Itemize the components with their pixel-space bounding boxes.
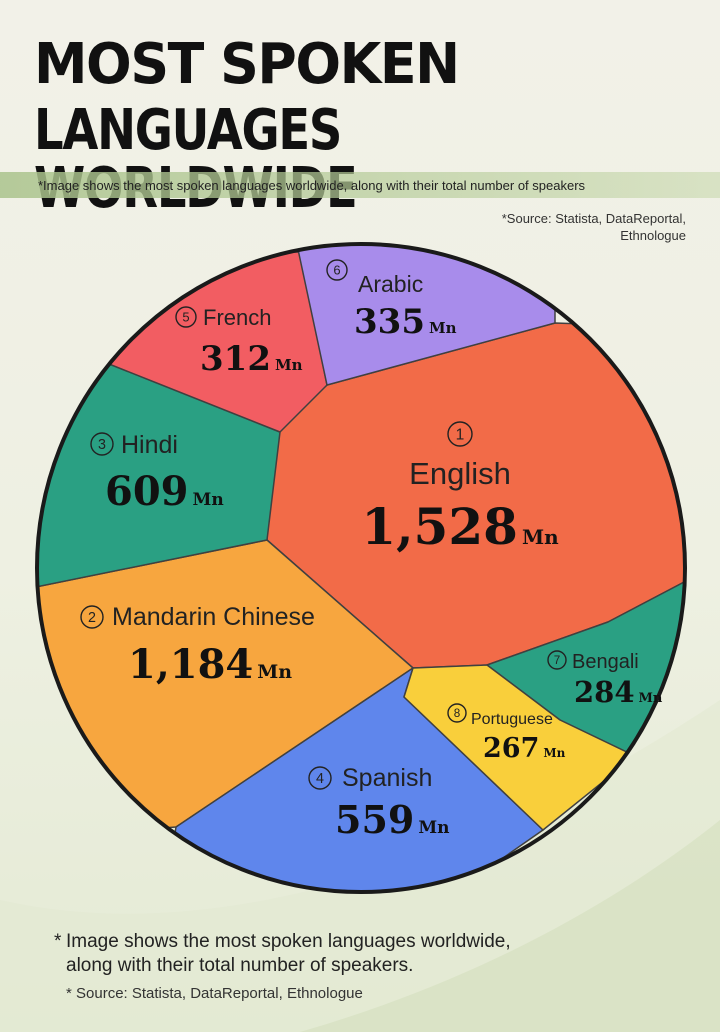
rank-badge-number: 2 xyxy=(88,610,96,626)
slice-value: 312 Mn xyxy=(200,339,303,379)
rank-badge-circle xyxy=(547,650,567,670)
footer-note-star: * xyxy=(54,931,62,952)
slice-value: 267 Mn xyxy=(483,733,566,764)
slice-value-number: 559 xyxy=(335,797,414,842)
slice-value-unit: Mn xyxy=(639,691,663,706)
slice-value: 1,184 Mn xyxy=(128,641,292,688)
slice-label-arabic: 6 Arabic 335 Mn xyxy=(326,259,457,342)
slice-name: Arabic xyxy=(358,271,423,297)
rank-badge-number: 3 xyxy=(98,437,106,453)
rank-badge-number: 5 xyxy=(182,310,189,325)
slice-value-unit: Mn xyxy=(543,746,565,760)
slice-value-unit: Mn xyxy=(429,319,457,337)
slice-name: Mandarin Chinese xyxy=(112,603,315,631)
subtitle-band xyxy=(0,172,720,198)
slice-value-unit: Mn xyxy=(522,525,559,549)
slice-value-number: 312 xyxy=(200,339,271,379)
rank-badge-circle xyxy=(447,703,467,723)
slice-value: 559 Mn xyxy=(335,797,450,842)
source-top-line2: Ethnologue xyxy=(620,228,686,243)
slice-value-number: 1,528 xyxy=(361,497,518,556)
subtitle-note: *Image shows the most spoken languages w… xyxy=(38,178,586,193)
slice-value-number: 284 xyxy=(574,675,635,709)
rank-badge-circle xyxy=(308,766,332,790)
rank-badge-number: 4 xyxy=(316,771,324,787)
slice-name: Hindi xyxy=(121,431,178,459)
slice-name: French xyxy=(203,305,271,330)
pie-slice-arabic xyxy=(295,244,556,386)
slice-label-hindi: 3 Hindi 609 Mn xyxy=(90,431,224,515)
source-top-line1: *Source: Statista, DataReportal, xyxy=(501,211,686,226)
slice-value-unit: Mn xyxy=(418,818,449,838)
slice-value-number: 609 xyxy=(105,468,189,515)
rank-badge-number: 6 xyxy=(333,263,340,278)
slice-name: Spanish xyxy=(342,764,432,792)
slice-value-unit: Mn xyxy=(275,356,303,374)
slice-label-mandarin-chinese: 2 Mandarin Chinese 1,184 Mn xyxy=(80,603,315,688)
footer-note-line2: along with their total number of speaker… xyxy=(66,955,414,976)
footer-source: * Source: Statista, DataReportal, Ethnol… xyxy=(66,985,363,1002)
slice-value-number: 335 xyxy=(354,302,425,342)
rank-badge-circle xyxy=(447,421,473,447)
slice-value-unit: Mn xyxy=(193,490,224,510)
slice-label-spanish: 4 Spanish 559 Mn xyxy=(308,764,450,842)
slice-value: 284 Mn xyxy=(574,675,663,709)
slice-label-portuguese: 8 Portuguese 267 Mn xyxy=(447,703,566,764)
source-top: *Source: Statista, DataReportal, Ethnolo… xyxy=(386,210,686,244)
slice-value: 1,528 Mn xyxy=(361,497,559,556)
slice-name: English xyxy=(409,456,511,491)
slice-value-number: 267 xyxy=(483,733,539,764)
rank-badge-number: 7 xyxy=(554,654,561,667)
slice-value-number: 1,184 xyxy=(128,641,253,688)
slice-name: Bengali xyxy=(572,651,639,673)
page-title-line1: MOST SPOKEN xyxy=(34,32,460,97)
pie-rim xyxy=(35,242,687,894)
footer-note: * Image shows the most spoken languages w… xyxy=(54,930,626,978)
slice-value: 335 Mn xyxy=(354,302,457,342)
slice-value-unit: Mn xyxy=(257,661,292,683)
slice-value: 609 Mn xyxy=(105,468,224,515)
rank-badge-number: 1 xyxy=(456,426,465,443)
slice-label-french: 5 French 312 Mn xyxy=(175,305,303,379)
footer-note-line1: Image shows the most spoken languages wo… xyxy=(66,931,511,952)
rank-badge-circle xyxy=(90,432,114,456)
slice-name: Portuguese xyxy=(471,711,553,728)
rank-badge-circle xyxy=(326,259,348,281)
rank-badge-circle xyxy=(175,306,197,328)
slice-label-english: 1 English 1,528 Mn xyxy=(361,421,559,556)
rank-badge-circle xyxy=(80,605,104,629)
rank-badge-number: 8 xyxy=(454,707,461,720)
